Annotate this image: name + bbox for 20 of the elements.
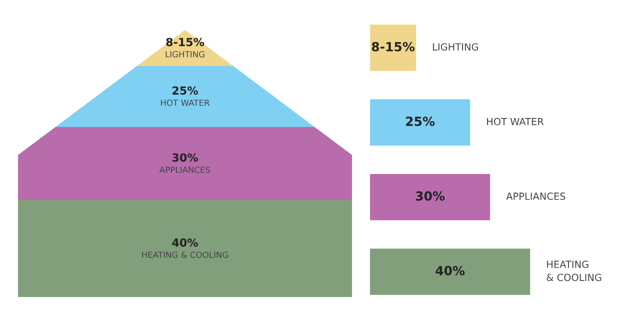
bar	[370, 174, 490, 220]
category-label: APPLIANCES	[506, 192, 566, 200]
bar	[370, 24, 416, 71]
category-label: HOT WATER	[487, 118, 544, 126]
text: 25%	[172, 86, 198, 95]
annotation: 8-15%	[372, 42, 415, 52]
category-label: HEATING & COOLING	[546, 260, 602, 282]
y-tick-label: HOT WATER	[161, 100, 210, 106]
bar	[370, 248, 530, 295]
text: 8-15%	[166, 38, 204, 46]
text: 40%	[172, 238, 198, 247]
y-tick-label: APPLIANCES	[159, 166, 210, 173]
data-label: 40%	[436, 266, 465, 276]
y-tick-label: HEATING & COOLING	[142, 252, 228, 258]
text: 30%	[172, 153, 198, 162]
bar	[370, 99, 470, 146]
category-label: LIGHTING	[433, 43, 478, 51]
y-tick-label: LIGHTING	[166, 51, 204, 58]
data-label: 25%	[406, 116, 435, 126]
data-label: 30%	[416, 191, 445, 201]
